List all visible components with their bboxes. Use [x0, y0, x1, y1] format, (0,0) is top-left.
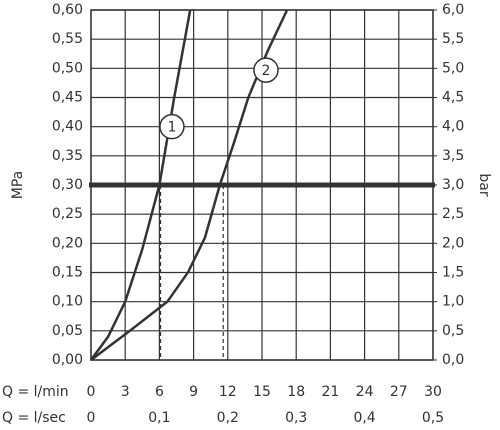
x2-tick-label: 0 — [87, 410, 96, 426]
x-tick-label: 27 — [390, 384, 408, 400]
x2-tick-label: 0,2 — [217, 410, 239, 426]
y2-tick-label: 5,5 — [442, 31, 464, 47]
y2-tick-label: 4,5 — [442, 90, 464, 106]
x-tick-label: 21 — [321, 384, 339, 400]
y-tick-label: 0,00 — [52, 352, 83, 368]
x-tick-label: 3 — [121, 384, 130, 400]
y2-tick-label: 5,0 — [442, 60, 464, 76]
y2-axis-label: bar — [476, 173, 492, 196]
y2-tick-label: 0,5 — [442, 323, 464, 339]
y2-tick-label: 1,0 — [442, 294, 464, 310]
y-tick-label: 0,20 — [52, 235, 83, 251]
x2-tick-label: 0,3 — [285, 410, 307, 426]
y2-tick-label: 1,5 — [442, 265, 464, 281]
y2-tick-label: 4,0 — [442, 119, 464, 135]
x2-tick-label: 0,1 — [148, 410, 170, 426]
x2-axis-label: Q = l/sec — [2, 410, 66, 426]
y-tick-label: 0,55 — [52, 31, 83, 47]
x-tick-label: 15 — [253, 384, 271, 400]
y2-tick-label: 3,5 — [442, 148, 464, 164]
x-tick-label: 30 — [424, 384, 442, 400]
series-label-circle — [253, 57, 279, 83]
x-axis-label: Q = l/min — [2, 384, 69, 400]
x-tick-label: 18 — [287, 384, 305, 400]
y-tick-label: 0,35 — [52, 148, 83, 164]
y2-tick-label: 0,0 — [442, 352, 464, 368]
y2-tick-label: 2,5 — [442, 206, 464, 222]
series-label: 2 — [262, 63, 271, 79]
y-tick-label: 0,10 — [52, 294, 83, 310]
x-tick-label: 9 — [189, 384, 198, 400]
y-tick-label: 0,60 — [52, 2, 83, 18]
y2-tick-label: 6,0 — [442, 2, 464, 18]
x-tick-label: 0 — [87, 384, 96, 400]
x-tick-label: 6 — [155, 384, 164, 400]
x2-tick-label: 0,4 — [353, 410, 375, 426]
series-label: 1 — [167, 120, 176, 136]
y-axis-label: MPa — [10, 171, 26, 199]
y-tick-label: 0,30 — [52, 177, 83, 193]
series-label-circle — [159, 113, 185, 140]
y-tick-label: 0,40 — [52, 119, 83, 135]
y-tick-label: 0,45 — [52, 90, 83, 106]
y-tick-label: 0,05 — [52, 323, 83, 339]
series-line — [89, 9, 192, 361]
y-tick-label: 0,15 — [52, 265, 83, 281]
y2-tick-label: 2,0 — [442, 235, 464, 251]
x2-tick-label: 0,5 — [422, 410, 444, 426]
y-tick-label: 0,50 — [52, 60, 83, 76]
x-tick-label: 12 — [219, 384, 237, 400]
y-tick-label: 0,25 — [52, 206, 83, 222]
y2-tick-label: 3,0 — [442, 177, 464, 193]
x-tick-label: 24 — [356, 384, 374, 400]
